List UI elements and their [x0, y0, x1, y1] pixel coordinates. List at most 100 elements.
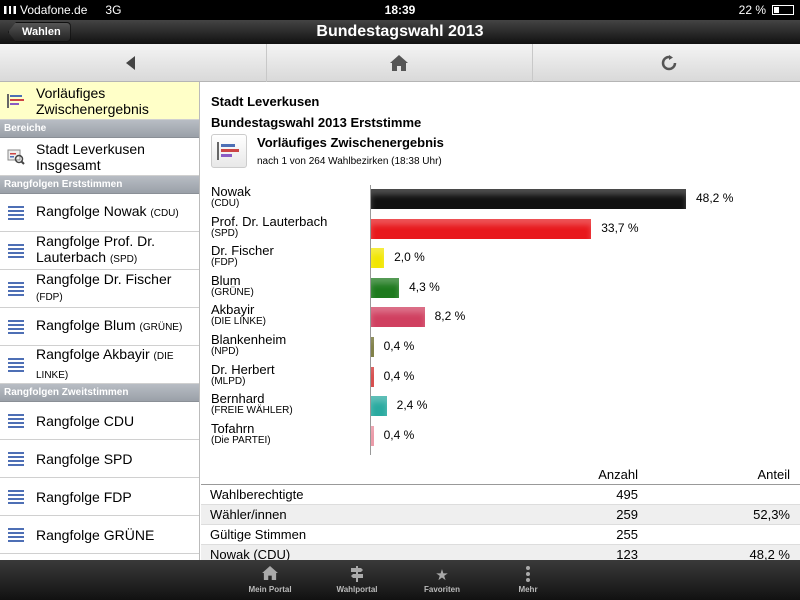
- sidebar-item-label: Vorläufiges Zwischenergebnis: [36, 84, 149, 117]
- bar: [371, 366, 374, 387]
- sidebar-item-label: Rangfolge CDU: [36, 412, 135, 429]
- candidate-row: Prof. Dr. Lauterbach (SPD) 33,7 %: [211, 215, 791, 244]
- result-subtitle: nach 1 von 264 Wahlbezirken (18:38 Uhr): [257, 156, 442, 167]
- candidate-party: (FREIE WÄHLER): [211, 405, 293, 417]
- sidebar-item-rangfolge-lauterbach[interactable]: Rangfolge Prof. Dr. Lauterbach (SPD): [0, 232, 199, 270]
- signpost-icon: [312, 560, 402, 582]
- tab-mehr[interactable]: Mehr: [483, 560, 573, 600]
- list-icon: [6, 355, 26, 375]
- candidate-name: Akbayir: [211, 302, 255, 318]
- candidate-name: Dr. Herbert: [211, 361, 275, 377]
- status-bar: Vodafone.de 3G 18:39 22 %: [0, 0, 800, 20]
- list-icon: [6, 525, 26, 545]
- tab-label: Wahlportal: [336, 585, 378, 594]
- bar: [371, 425, 374, 446]
- sidebar: Vorläufiges Zwischenergebnis Bereiche St…: [0, 82, 200, 560]
- table-cell: Nowak (CDU): [210, 547, 291, 560]
- result-header: Vorläufiges Zwischenergebnis nach 1 von …: [211, 134, 444, 169]
- bar-value-label: 2,0 %: [394, 250, 425, 265]
- back-button[interactable]: Wahlen: [8, 22, 71, 42]
- status-left: Vodafone.de 3G: [4, 3, 121, 17]
- list-icon: [6, 449, 26, 469]
- sidebar-item-rangfolge-nowak[interactable]: Rangfolge Nowak (CDU): [0, 194, 199, 232]
- bar: [371, 218, 592, 239]
- refresh-icon[interactable]: [655, 49, 683, 77]
- section-header-erststimmen: Rangfolgen Erststimmen: [0, 176, 199, 194]
- candidate-row: Nowak (CDU) 48,2 %: [211, 185, 791, 214]
- candidate-row: Akbayir (DIE LINKE) 8,2 %: [211, 303, 791, 332]
- tab-favoriten[interactable]: ★ Favoriten: [397, 560, 487, 600]
- sidebar-item-zwischenergebnis[interactable]: Vorläufiges Zwischenergebnis: [0, 82, 199, 120]
- candidate-name: Blum: [211, 272, 241, 288]
- network-label: 3G: [105, 3, 122, 17]
- bar-value-label: 48,2 %: [696, 191, 734, 205]
- candidate-party: (NPD): [211, 346, 239, 357]
- city-heading: Stadt Leverkusen: [211, 94, 320, 109]
- section-header-bereiche: Bereiche: [0, 120, 199, 138]
- column-header: Anteil: [757, 467, 790, 482]
- candidate-name: Dr. Fischer: [211, 243, 274, 259]
- candidate-party: (SPD): [211, 227, 239, 239]
- table-cell: 123: [616, 547, 638, 560]
- sidebar-item-rangfolge-fdp[interactable]: Rangfolge FDP: [0, 478, 199, 516]
- tab-mein-portal[interactable]: Mein Portal: [225, 560, 315, 600]
- list-icon: [6, 317, 26, 337]
- table-cell: 255: [616, 527, 638, 542]
- magnifier-chart-icon: [6, 147, 26, 167]
- section-header-zweitstimmen: Rangfolgen Zweitstimmen: [0, 384, 199, 402]
- table-row: Wähler/innen 259 52,3%: [201, 505, 800, 525]
- bar-value-label: 4,3 %: [409, 279, 440, 294]
- table-cell: Gültige Stimmen: [210, 527, 307, 542]
- bar-value-label: 8,2 %: [434, 309, 466, 324]
- candidate-name: Nowak: [211, 184, 251, 199]
- bar-value-label: 0,4 %: [383, 368, 415, 383]
- tab-wahlportal[interactable]: Wahlportal: [312, 560, 402, 600]
- toolbar-divider: [532, 44, 533, 82]
- bar: [371, 277, 400, 298]
- column-header: Anzahl: [598, 467, 638, 482]
- sidebar-item-rangfolge-spd[interactable]: Rangfolge SPD: [0, 440, 199, 478]
- toolbar: [0, 44, 800, 82]
- candidate-row: Blum (GRÜNE) 4,3 %: [211, 274, 791, 303]
- bar-value-label: 33,7 %: [601, 220, 639, 235]
- bar: [371, 337, 374, 357]
- sidebar-item-label: Rangfolge Dr. Fischer: [36, 271, 172, 287]
- clock: 18:39: [384, 3, 416, 17]
- chart-list-icon: [6, 91, 26, 111]
- party-label: (FDP): [36, 292, 63, 303]
- sidebar-item-label: Rangfolge Blum: [36, 317, 136, 333]
- sidebar-item-rangfolge-gruene[interactable]: Rangfolge GRÜNE: [0, 516, 199, 554]
- table-cell: 259: [616, 507, 638, 522]
- candidate-bar-chart: Nowak (CDU) 48,2 % Prof. Dr. Lauterbach (SPD…: [211, 185, 791, 455]
- table-cell: 495: [616, 487, 638, 502]
- sidebar-item-rangfolge-fischer[interactable]: Rangfolge Dr. Fischer (FDP): [0, 270, 199, 308]
- sidebar-item-label: Rangfolge FDP: [36, 488, 132, 505]
- party-label: (GRÜNE): [139, 322, 183, 333]
- list-icon: [6, 203, 26, 223]
- list-icon: [6, 241, 26, 261]
- list-icon: [6, 487, 26, 507]
- table-cell: 52,3%: [753, 507, 790, 522]
- carrier-label: Vodafone.de: [20, 3, 88, 17]
- candidate-party: (DIE LINKE): [211, 316, 267, 328]
- sidebar-item-label: Rangfolge Nowak: [36, 203, 147, 219]
- sidebar-item-stadt-leverkusen[interactable]: Stadt Leverkusen Insgesamt: [0, 138, 199, 176]
- tab-label: Mehr: [518, 585, 538, 594]
- back-arrow-icon[interactable]: [117, 49, 145, 77]
- list-icon: [6, 411, 26, 431]
- sidebar-item-rangfolge-cdu[interactable]: Rangfolge CDU: [0, 402, 199, 440]
- election-heading: Bundestagswahl 2013 Erststimme: [211, 115, 422, 130]
- candidate-name: Bernhard: [211, 391, 265, 407]
- table-row: Nowak (CDU) 123 48,2 %: [201, 545, 800, 560]
- battery-icon: [772, 5, 794, 15]
- sidebar-item-rangfolge-akbayir[interactable]: Rangfolge Akbayir (DIE LINKE): [0, 346, 199, 384]
- candidate-party: (MLPD): [211, 375, 246, 387]
- sidebar-item-label: Rangfolge GRÜNE: [36, 526, 155, 543]
- home-icon[interactable]: [385, 49, 413, 77]
- page-title: Bundestagswahl 2013: [316, 23, 484, 40]
- signal-icon: [4, 6, 16, 14]
- candidate-row: Tofahrn (Die PARTEI) 0,4 %: [211, 422, 791, 451]
- candidate-party: (Die PARTEI): [211, 434, 271, 446]
- sidebar-item-rangfolge-blum[interactable]: Rangfolge Blum (GRÜNE): [0, 308, 199, 346]
- bar-value-label: 0,4 %: [383, 339, 415, 353]
